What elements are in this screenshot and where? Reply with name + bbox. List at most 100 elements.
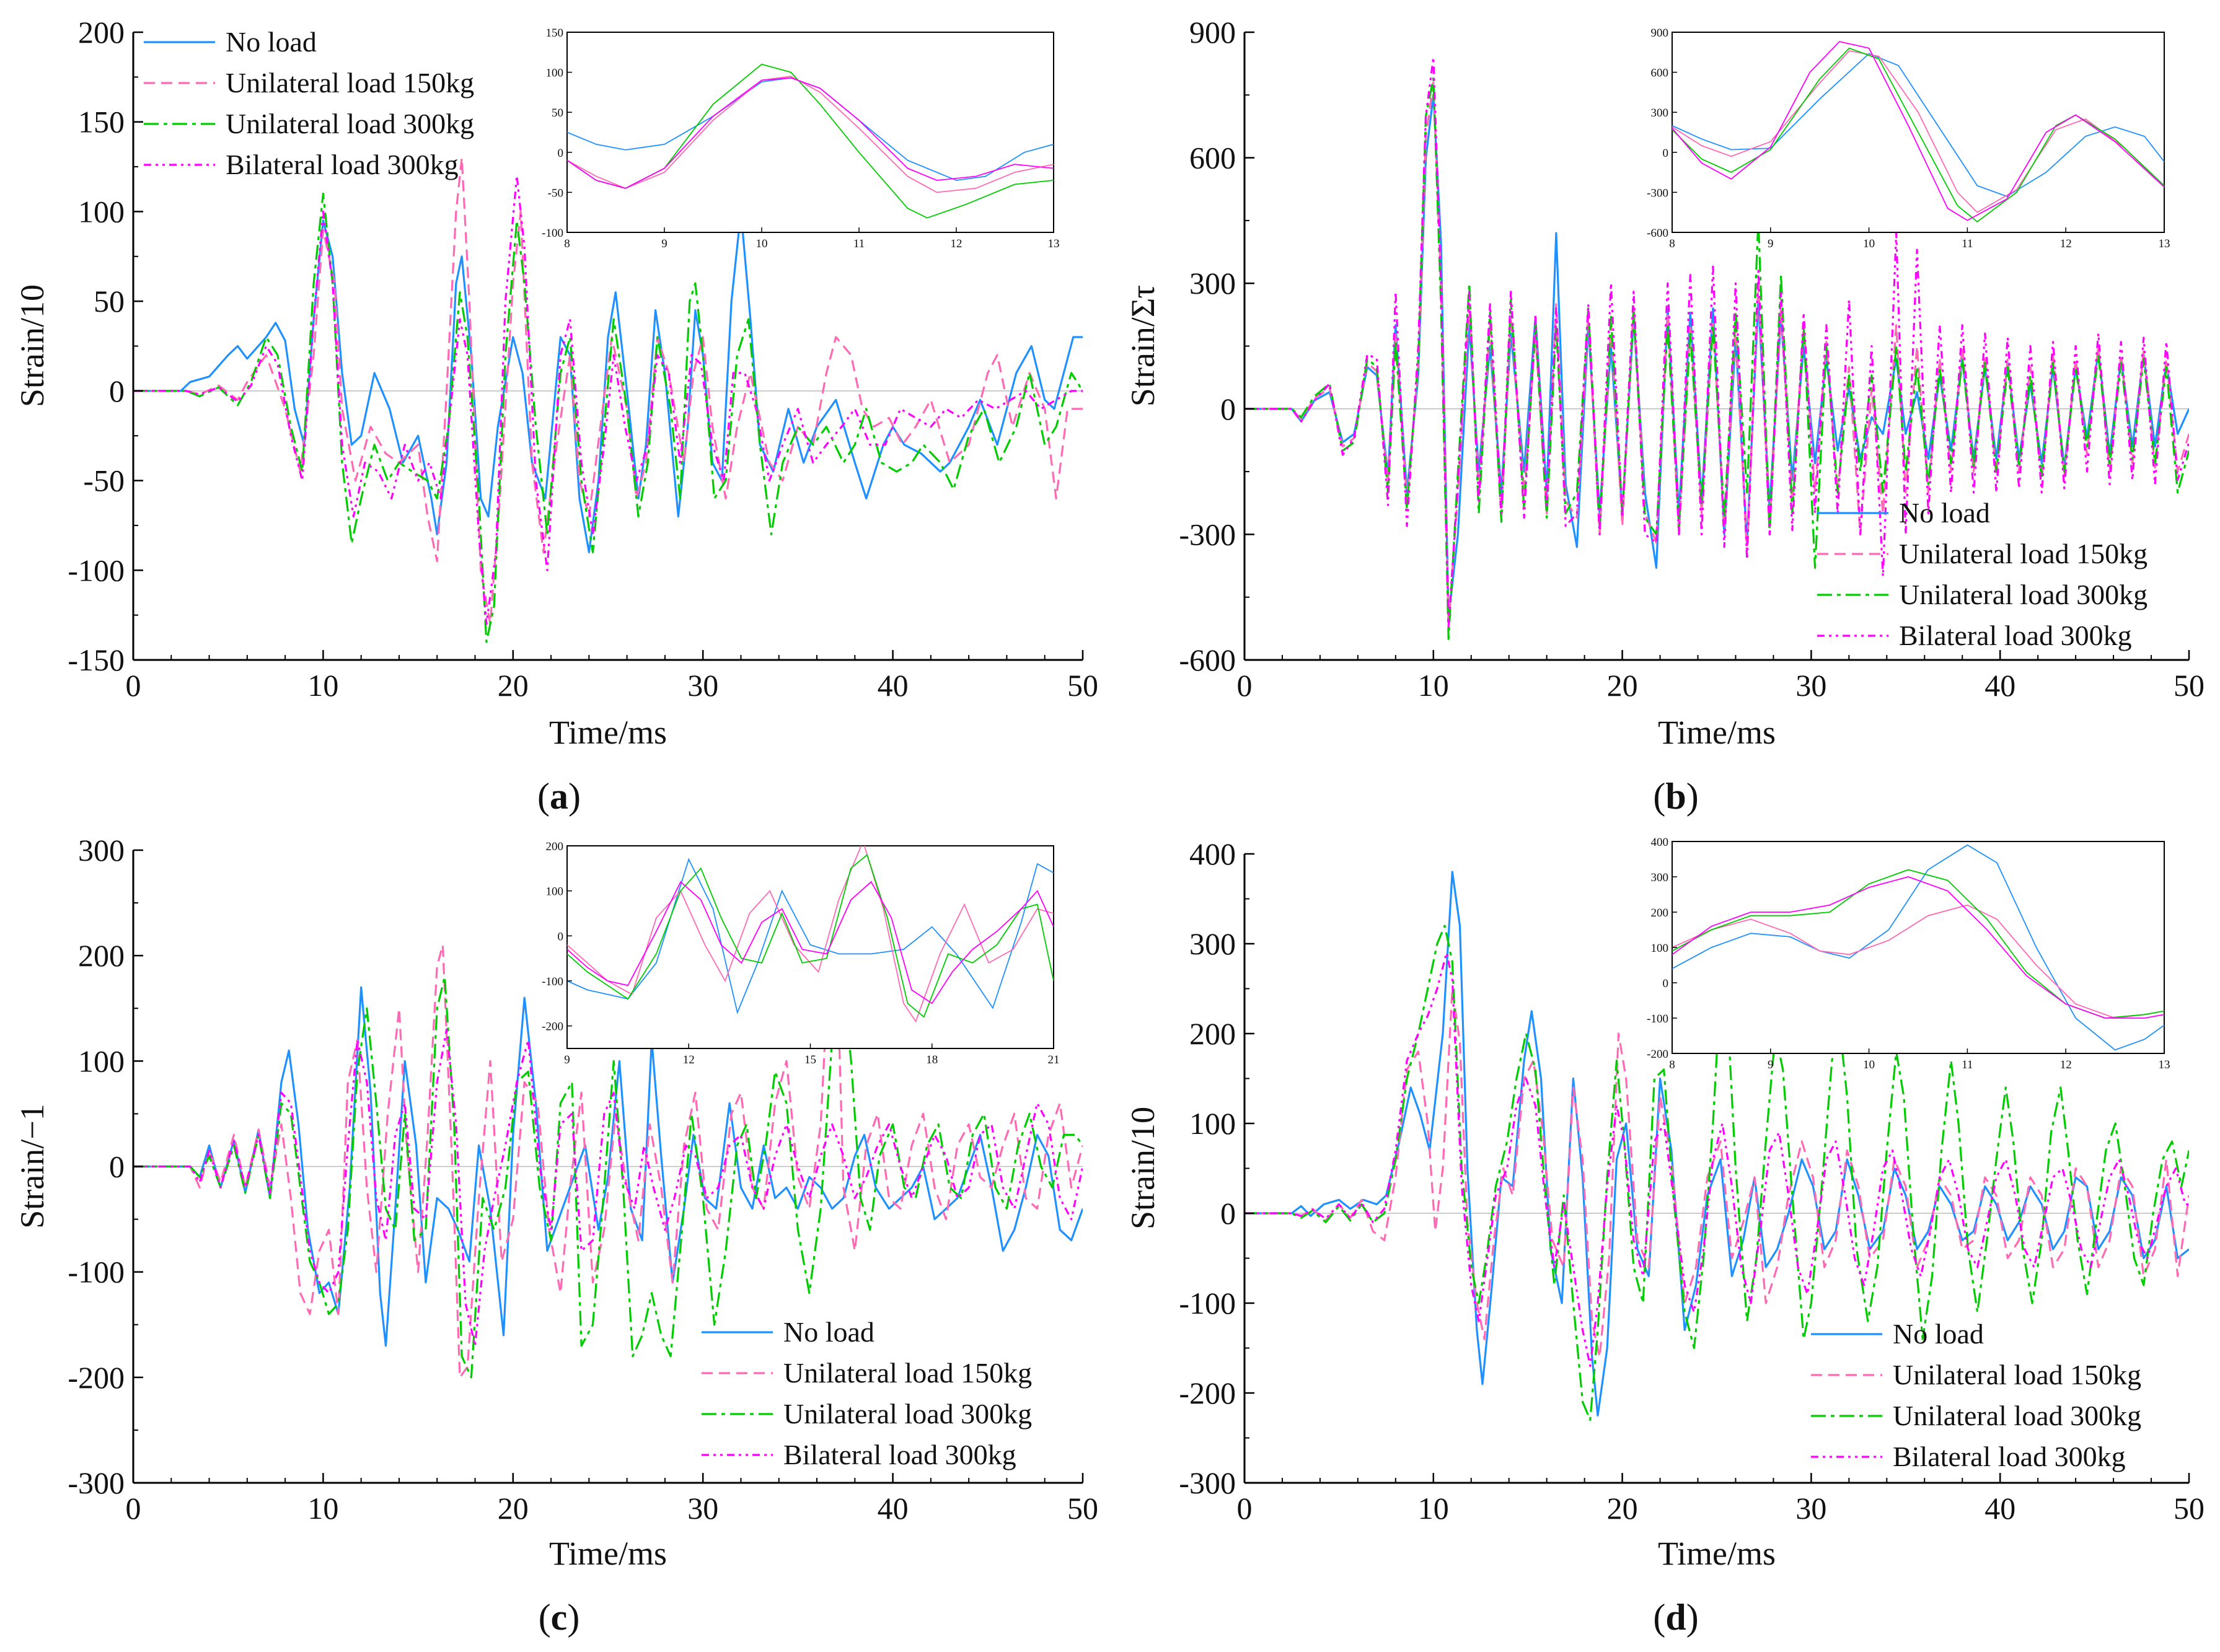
panel-d-x-tick-label: 20 [1607,1491,1638,1526]
panel-d-legend-label: Unilateral load 150kg [1893,1359,2141,1391]
panel-c-inset-x-tick-label: 12 [683,1053,695,1066]
panel-a-series-group [133,157,1083,643]
panel-d-ylabel: Strain/10 [1124,1107,1161,1229]
panel-c-inset-y-tick-label: -100 [542,975,563,988]
panel-b-inset-x-tick-label: 13 [2159,237,2170,250]
panel-b-inset-x-tick-label: 10 [1863,237,1875,250]
panel-d-inset-y-tick-label: -200 [1647,1048,1668,1061]
panel-d-inset-frame [1672,841,2165,1054]
panel-d-inset-y-tick-label: 300 [1651,871,1669,884]
panel-b-inset-y-tick-label: 300 [1651,107,1669,120]
panel-d-inset-x-tick-label: 8 [1669,1058,1675,1071]
panel-a-y-tick-label: 150 [78,105,125,139]
panel-a-inset-x-tick-label: 10 [756,237,768,250]
panel-c-y-tick-label: 100 [78,1043,125,1078]
panel-d-y-tick-label: 0 [1220,1196,1236,1231]
panel-a-inset-y-tick-label: 0 [558,147,564,160]
panel-d-series-line [1244,871,2189,1417]
panel-a-x-tick-label: 10 [307,668,338,703]
panel-a-inset-series-line [567,76,1054,193]
panel-c-legend: No load Unilateral load 150kg Unilateral l… [702,1316,1032,1470]
panel-d-inset-y-tick-label: 100 [1651,942,1669,955]
panel-a-caption-open: ( [537,776,550,817]
panel-c-inset: 9 12 15 18 21 -200 -100 0 100 200 [542,840,1059,1066]
panel-b-legend: No load Unilateral load 150kg Unilateral l… [1817,497,2147,651]
panel-c-inset-series-line [567,846,1054,1023]
panel-a-inset-frame [566,32,1054,233]
panel-a-inset-x-tick-label: 9 [661,237,667,250]
panel-b-inset-y-tick-label: -300 [1647,187,1668,200]
panel-c-series-line [133,1028,1083,1347]
panel-b-inset-series-group [1672,41,2164,222]
panel-b-x-tick-label: 10 [1418,668,1449,703]
panel-d-y-tick-label: -200 [1179,1376,1236,1410]
panel-d-legend-label: Bilateral load 300kg [1893,1441,2126,1472]
panel-a-legend-label: No load [226,26,317,58]
panel-b-caption-letter: b [1665,776,1686,817]
panel-b-y-tick-label: 300 [1189,266,1236,301]
panel-a-x-tick-label: 30 [687,668,718,703]
panel-c-inset-x-tick-label: 9 [564,1053,570,1066]
panel-c-inset-series-line [567,881,1054,1004]
panel-b-legend-label: Unilateral load 150kg [1899,538,2147,569]
panel-d: Time/ms Strain/10 (d) 0 10 20 30 40 50 -300 -20… [1124,836,2205,1638]
panel-d-inset: 8 9 10 11 12 13 -200 -100 0 100 200 300 400 [1647,836,2170,1071]
panel-b-x-tick-label: 30 [1795,668,1826,703]
panel-c-caption-letter: c [551,1597,568,1638]
panel-c-series-line [133,986,1083,1347]
panel-c-caption-close: ) [567,1597,579,1638]
panel-a-inset-x-tick-label: 13 [1048,237,1060,250]
panel-d-inset-series-group [1672,844,2164,1051]
panel-b-y-tick-label: 0 [1220,392,1236,426]
panel-b-legend-label: No load [1899,497,1990,529]
panel-b-caption-open: ( [1653,776,1665,817]
panel-d-y-tick-label: 100 [1189,1106,1236,1141]
panel-a-legend: No load Unilateral load 150kg Unilateral l… [144,26,474,180]
panel-d-y-tick-label: 300 [1189,926,1236,961]
panel-b-inset-x-tick-label: 12 [2060,237,2072,250]
panel-a-x-tick-label: 20 [498,668,529,703]
panel-d-x-tick-label: 10 [1418,1491,1449,1526]
panel-d-x-tick-label: 0 [1237,1491,1253,1526]
panel-c: Time/ms Strain/−1 (c) 0 10 20 30 40 50 -300 -20… [14,833,1098,1638]
panel-c-inset-x-tick-label: 18 [926,1053,938,1066]
panel-b-xlabel: Time/ms [1658,714,1776,751]
panel-b-inset-y-tick-label: 600 [1651,67,1669,80]
panel-a-caption-letter: a [550,776,568,817]
panel-d-inset-y-tick-label: -100 [1647,1013,1668,1026]
panel-c-inset-x-tick-label: 15 [804,1053,816,1066]
panel-d-inset-y-tick-label: 0 [1663,977,1669,990]
panel-d-caption: (d) [1653,1597,1698,1638]
panel-a-legend-label: Unilateral load 300kg [226,108,474,139]
panel-b-inset-y-tick-label: 900 [1651,27,1669,40]
panel-b-y-tick-label: -300 [1179,517,1236,551]
panel-b-inset-series-line [1672,50,2164,213]
panel-a-y-tick-label: -100 [68,553,125,587]
panel-d-xlabel: Time/ms [1658,1535,1776,1572]
panel-a-inset-series-line [567,77,1054,189]
panel-b-y-tick-label: -600 [1179,643,1236,677]
panel-b-x-tick-label: 40 [1984,668,2015,703]
panel-c-inset-y-tick-label: 100 [546,885,564,898]
panel-a-inset-x-tick-label: 8 [564,237,570,250]
panel-c-legend-label: No load [783,1316,874,1348]
panel-d-series-group [1244,871,2189,1421]
panel-b-ylabel: Strain/Στ [1124,285,1161,406]
panel-b-inset-series-line [1672,41,2164,221]
panel-c-inset-series-group [567,846,1054,1023]
panel-d-caption-close: ) [1686,1597,1699,1638]
panel-a-inset-y-tick-label: -50 [548,187,563,200]
panel-d-caption-letter: d [1665,1597,1686,1638]
panel-a: Time/ms Strain/10 (a) 0 10 20 30 40 50 -150 -10… [14,15,1098,817]
panel-a-series-line [133,192,1083,643]
panel-c-series-group [133,902,1083,1379]
panel-a-y-tick-label: 50 [94,284,125,319]
panel-c-series-line [133,965,1083,1379]
panel-d-series-line [1244,925,2189,1421]
panel-c-x-tick-label: 50 [1067,1491,1098,1526]
panel-c-inset-y-tick-label: -200 [542,1021,563,1034]
panel-d-legend: No load Unilateral load 150kg Unilateral l… [1811,1318,2141,1472]
panel-a-xlabel: Time/ms [549,714,667,751]
panel-a-inset-y-tick-label: 50 [552,107,563,120]
